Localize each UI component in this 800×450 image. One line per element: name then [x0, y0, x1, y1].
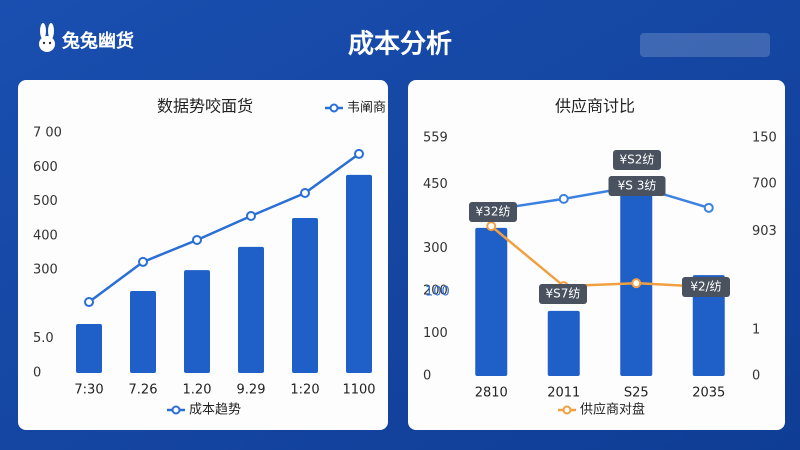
y-tick-label: 0: [423, 369, 431, 384]
annotation: 100: [425, 285, 450, 300]
x-tick-label: 7.26: [129, 383, 158, 398]
line: [88, 152, 360, 304]
line-marker: [138, 256, 148, 267]
brand: 兔兔幽货: [61, 30, 134, 52]
annotation: ¥S7纺: [546, 287, 581, 301]
annotation-box: [613, 150, 661, 170]
y-tick-label: 0: [33, 366, 41, 381]
annotation: ¥32纺: [476, 205, 511, 219]
y-tick-label: 559: [423, 131, 448, 146]
y-tick-label: 600: [33, 160, 58, 175]
x-tick-label: 2810: [475, 386, 508, 401]
y-tick-label: 7 00: [33, 126, 62, 141]
y-tick-label: 100: [423, 326, 448, 341]
line-marker: [192, 234, 202, 245]
annotation: ¥S2纺: [620, 153, 655, 167]
y2-tick-label: 0: [752, 369, 760, 384]
annotation-box: [469, 202, 517, 222]
x-tick-label: 1.20: [183, 383, 212, 398]
x-tick-label: 2035: [692, 386, 725, 401]
x-tick-label: 1:20: [290, 383, 319, 398]
panel: [408, 80, 785, 430]
y-tick-label: 300: [423, 241, 448, 256]
annotation-box: [682, 277, 730, 297]
y-tick-label: 5.0: [33, 331, 54, 346]
bar: [238, 246, 264, 373]
page-title: 成本分析: [348, 30, 452, 60]
chart-title: 数据势咬面货: [157, 97, 253, 116]
line-marker: [703, 202, 714, 213]
x-tick-label: 2011: [547, 386, 580, 401]
line-marker: [84, 297, 94, 308]
y-tick-label: 500: [33, 194, 58, 209]
bar: [692, 275, 725, 376]
line-marker: [486, 221, 497, 232]
brand-icon: [39, 23, 55, 52]
bar: [76, 323, 102, 373]
line-marker: [558, 193, 569, 204]
annotation: ¥S 3纺: [618, 179, 657, 193]
y-tick-label: 450: [423, 177, 448, 192]
y-tick-label: 400: [33, 228, 58, 243]
legend-label: 供应商对盘: [580, 402, 645, 418]
line-marker: [246, 210, 256, 221]
legend-marker: [329, 103, 339, 113]
line-marker: [354, 148, 364, 159]
legend-marker: [562, 405, 572, 415]
y2-tick-label: 150: [752, 131, 777, 146]
x-tick-label: S25: [624, 386, 649, 401]
search-box[interactable]: [640, 33, 770, 57]
y2-tick-label: 903: [752, 224, 777, 239]
y2-tick-label: 1: [752, 322, 760, 337]
x-tick-label: 9.29: [237, 383, 266, 398]
bar: [547, 310, 580, 376]
line: [490, 225, 709, 289]
annotation-box: [539, 284, 587, 304]
bar: [292, 218, 318, 373]
panel: [18, 80, 388, 430]
legend-label: 成本趋势: [189, 402, 241, 418]
annotation-box: [608, 176, 666, 196]
line-marker: [300, 188, 310, 198]
line-marker: [631, 278, 642, 289]
bar: [475, 227, 508, 376]
y-tick-label: 300: [33, 263, 58, 278]
annotation: ¥2/纺: [690, 280, 721, 294]
bar: [346, 174, 372, 373]
x-tick-label: 7:30: [74, 383, 103, 398]
y-tick-label: 200: [423, 283, 448, 298]
legend-label: 韦阐商: [347, 101, 386, 116]
x-tick-label: 1100: [342, 383, 375, 398]
chart-title: 供应商讨比: [555, 97, 635, 116]
line: [491, 184, 710, 212]
bar: [184, 270, 210, 373]
bar: [130, 291, 156, 373]
legend-marker: [171, 405, 181, 415]
y2-tick-label: 700: [752, 177, 777, 192]
